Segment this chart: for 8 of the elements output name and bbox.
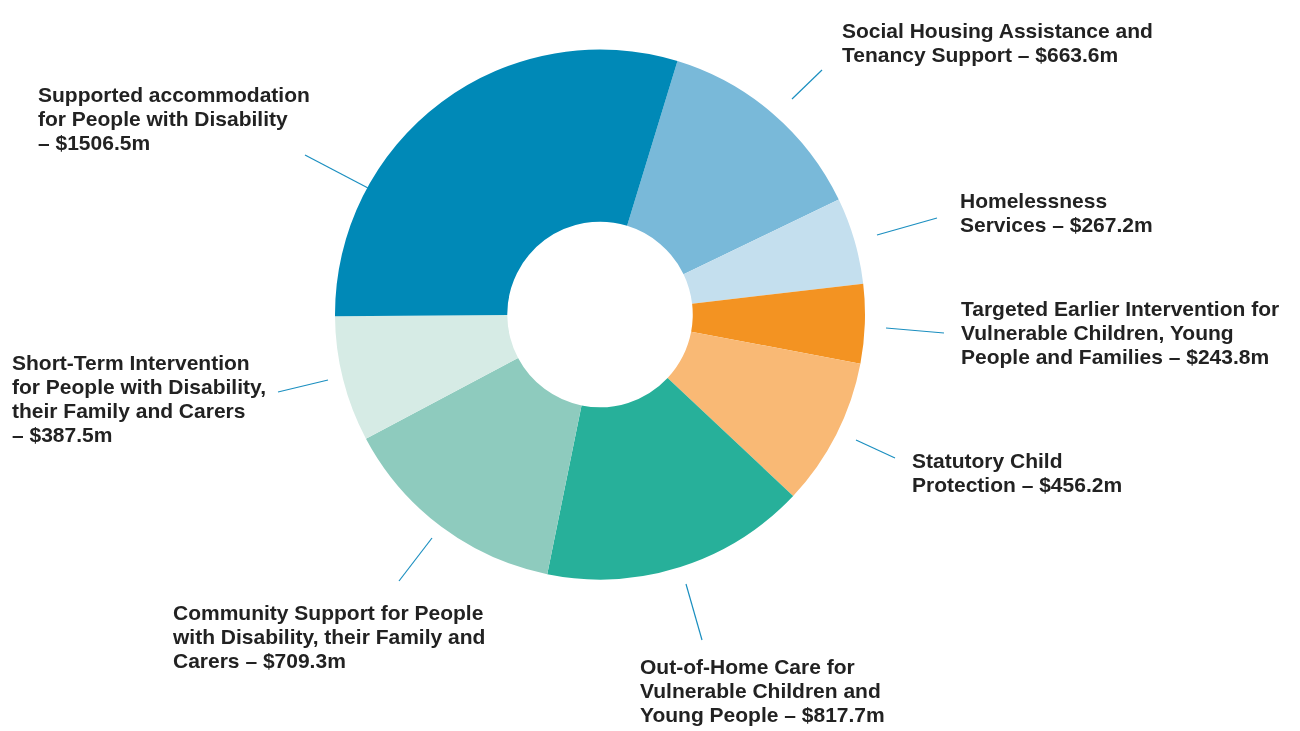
slice-label: Supported accommodation for People with Disability – $1506.5m (38, 83, 310, 155)
slice-label: Homelessness Services – $267.2m (960, 189, 1153, 237)
slice-label: Out-of-Home Care for Vulnerable Children and Young People – $817.7m (640, 655, 885, 727)
slice-label: Short-Term Intervention for People with Disability, their Family and Carers – $387.5m (12, 351, 266, 447)
slice-label: Targeted Earlier Intervention for Vulnerable Children, Young People and Families – $243.8m (961, 297, 1280, 369)
slice-label: Statutory Child Protection – $456.2m (912, 449, 1123, 497)
slice-label: Social Housing Assistance and Tenancy Support – $663.6m (842, 19, 1153, 67)
slice-label: Community Support for People with Disability, their Family and Carers – $709.3m (172, 601, 486, 673)
